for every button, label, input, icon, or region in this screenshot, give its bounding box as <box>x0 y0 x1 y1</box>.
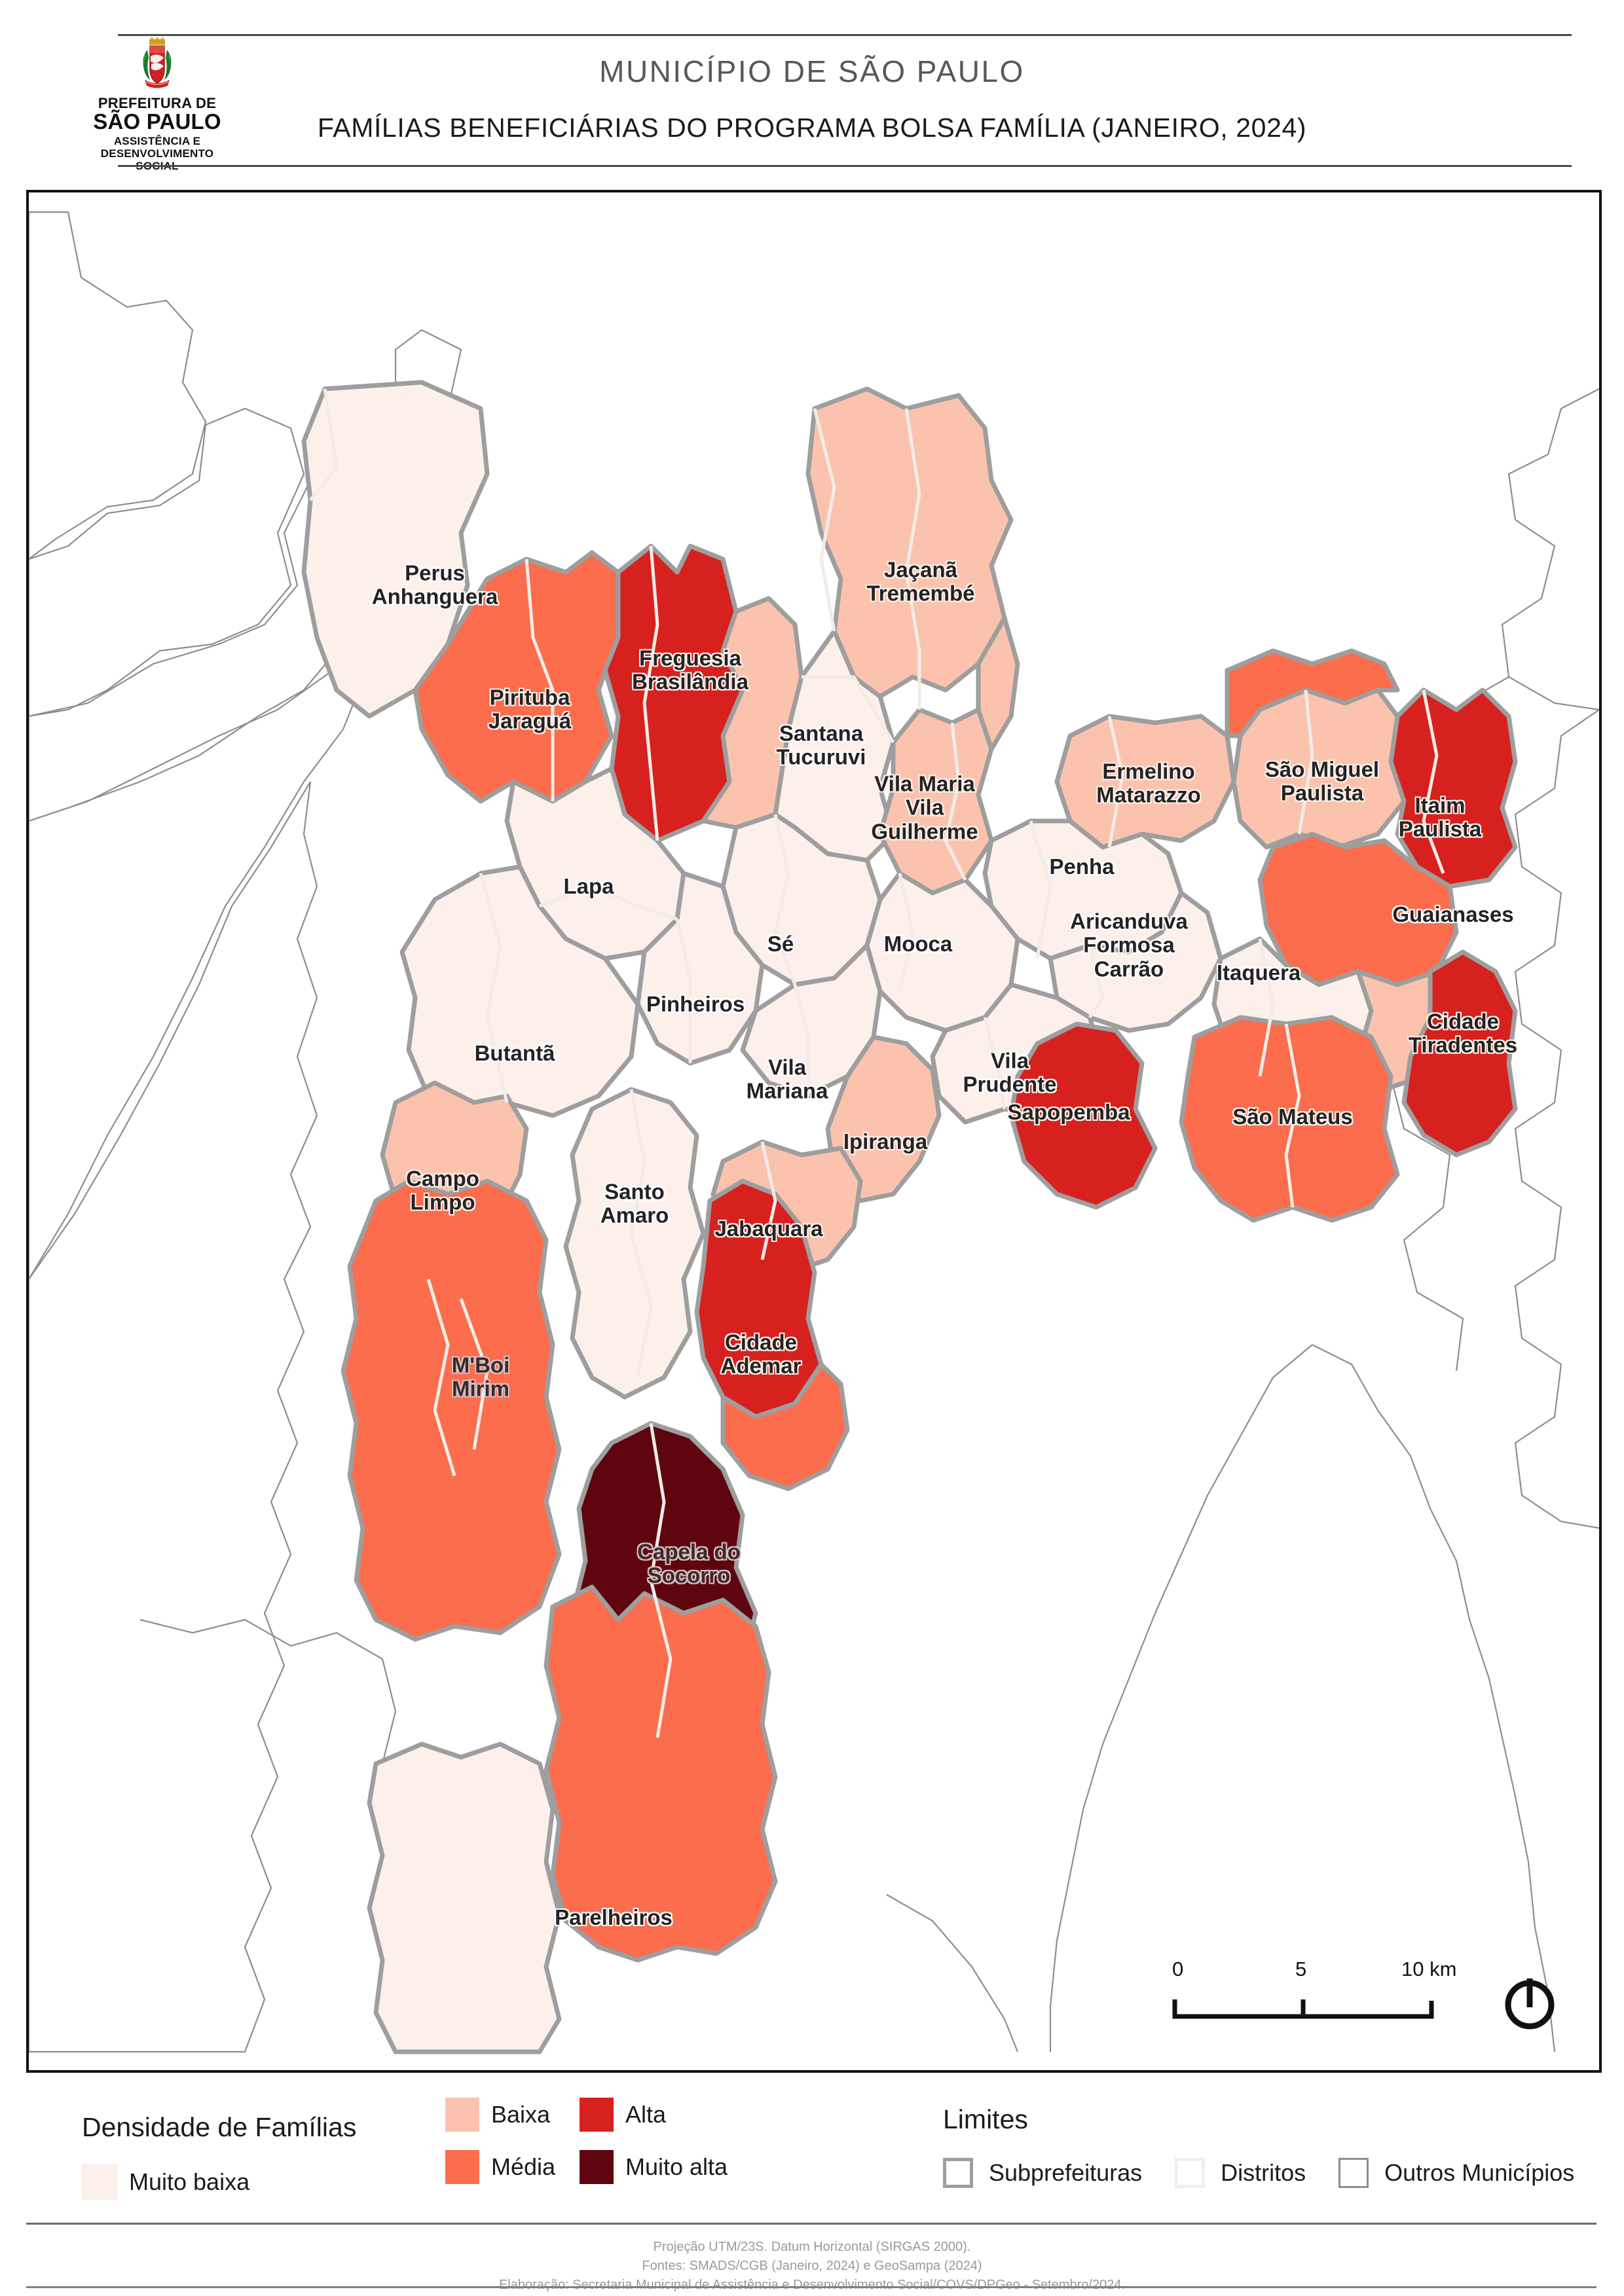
north-arrow-icon <box>1500 1972 1560 2032</box>
logo-line-desenvolvimento: DESENVOLVIMENTO <box>100 147 214 160</box>
region-ermelino-matarazzo <box>1054 714 1236 850</box>
legend-swatch-media <box>445 2150 479 2184</box>
outros-municipios-layer <box>29 211 1599 2053</box>
map-canvas[interactable]: .sub { stroke:#9e9e9e; stroke-width:7; s… <box>26 190 1602 2073</box>
legend-item-alta[interactable]: Alta <box>580 2098 728 2132</box>
header-top-rule <box>118 34 1572 36</box>
subprefeituras-layer <box>301 380 1518 2054</box>
scale-bar-graphic <box>1172 1999 1434 2019</box>
legend-swatch-subprefeituras <box>943 2158 973 2188</box>
legend-label-media: Média <box>491 2153 556 2180</box>
legend-item-muito-alta[interactable]: Muito alta <box>580 2150 728 2184</box>
legend-label-subprefeituras: Subprefeituras <box>989 2159 1143 2186</box>
page-title: MUNICÍPIO DE SÃO PAULO <box>599 54 1025 88</box>
logo-line-prefeitura: PREFEITURA DE <box>98 95 217 111</box>
legend-swatch-distritos <box>1175 2158 1206 2188</box>
region-capela-outer <box>544 1584 778 1963</box>
region-itaim-paulista <box>1388 687 1518 889</box>
legend-swatch-baixa <box>445 2098 479 2132</box>
scale-tick-10: 10 km <box>1401 1958 1457 1980</box>
region-cidade-tiradentes <box>1401 949 1518 1157</box>
sao-paulo-coat-of-arms-icon <box>136 37 179 93</box>
choropleth-map: .sub { stroke:#9e9e9e; stroke-width:7; s… <box>29 211 1599 2054</box>
scale-bar: 0 5 10 km <box>1172 1958 1480 2043</box>
credits-authoring: Elaboração: Secretaria Municipal de Assi… <box>498 2278 1126 2292</box>
footer-rule <box>26 2286 1596 2288</box>
credits-projection: Projeção UTM/23S. Datum Horizontal (SIRG… <box>653 2240 971 2254</box>
legend-item-baixa[interactable]: Baixa <box>445 2098 555 2132</box>
legend-bottom-rule <box>26 2223 1596 2225</box>
region-sapopemba <box>1008 1021 1158 1210</box>
region-butanta <box>399 864 640 1118</box>
region-vila-maria-vila-guilherme <box>877 707 994 896</box>
legend-label-alta: Alta <box>625 2101 667 2128</box>
scale-tick-5: 5 <box>1295 1958 1307 1980</box>
legend-label-baixa: Baixa <box>491 2101 551 2128</box>
legend-item-muito-baixa[interactable]: Muito baixa <box>82 2164 249 2200</box>
region-vila-curuca <box>1225 648 1400 738</box>
region-tremembe-east <box>976 615 1020 752</box>
map-credits: Projeção UTM/23S. Datum Horizontal (SIRG… <box>0 2238 1624 2295</box>
legend-swatch-outros-municipios <box>1338 2158 1369 2188</box>
map-legend: Densidade de Famílias Muito baixa Baixa … <box>26 2081 1596 2231</box>
legend-density-column-3: Alta Muito alta <box>580 2098 728 2184</box>
legend-label-muito-baixa: Muito baixa <box>129 2168 250 2195</box>
page-header: PREFEITURA DE SÃO PAULO ASSISTÊNCIA E DE… <box>0 0 1624 177</box>
legend-swatch-muito-baixa <box>82 2164 117 2200</box>
region-cidade-ademar-south <box>720 1362 850 1491</box>
legend-item-media[interactable]: Média <box>445 2150 555 2184</box>
prefeitura-logo: PREFEITURA DE SÃO PAULO ASSISTÊNCIA E DE… <box>92 37 223 172</box>
region-mboi-mirim-outer <box>341 1178 562 1642</box>
logo-line-sao-paulo: SÃO PAULO <box>93 109 221 134</box>
region-sao-mateus <box>1179 1015 1400 1223</box>
legend-density-title: Densidade de Famílias <box>82 2112 357 2142</box>
credits-sources: Fontes: SMADS/CGB (Janeiro, 2024) e GeoS… <box>642 2259 982 2273</box>
scale-tick-0: 0 <box>1172 1958 1184 1980</box>
legend-swatch-alta <box>580 2098 614 2132</box>
region-parelheiros <box>367 1741 562 2054</box>
legend-swatch-muito-alta <box>580 2150 614 2184</box>
legend-label-outros-municipios: Outros Municípios <box>1384 2159 1575 2186</box>
region-pirituba-jaragua <box>413 550 621 804</box>
legend-label-distritos: Distritos <box>1221 2159 1306 2186</box>
header-bottom-rule <box>118 165 1572 167</box>
page-subtitle: FAMÍLIAS BENEFICIÁRIAS DO PROGRAMA BOLSA… <box>317 113 1307 143</box>
region-pinheiros <box>635 871 765 1066</box>
logo-line-assistencia: ASSISTÊNCIA E <box>113 134 201 147</box>
legend-limits-title: Limites <box>943 2104 1028 2134</box>
legend-density-column-2: Baixa Média <box>445 2098 555 2184</box>
legend-label-muito-alta: Muito alta <box>625 2153 728 2180</box>
